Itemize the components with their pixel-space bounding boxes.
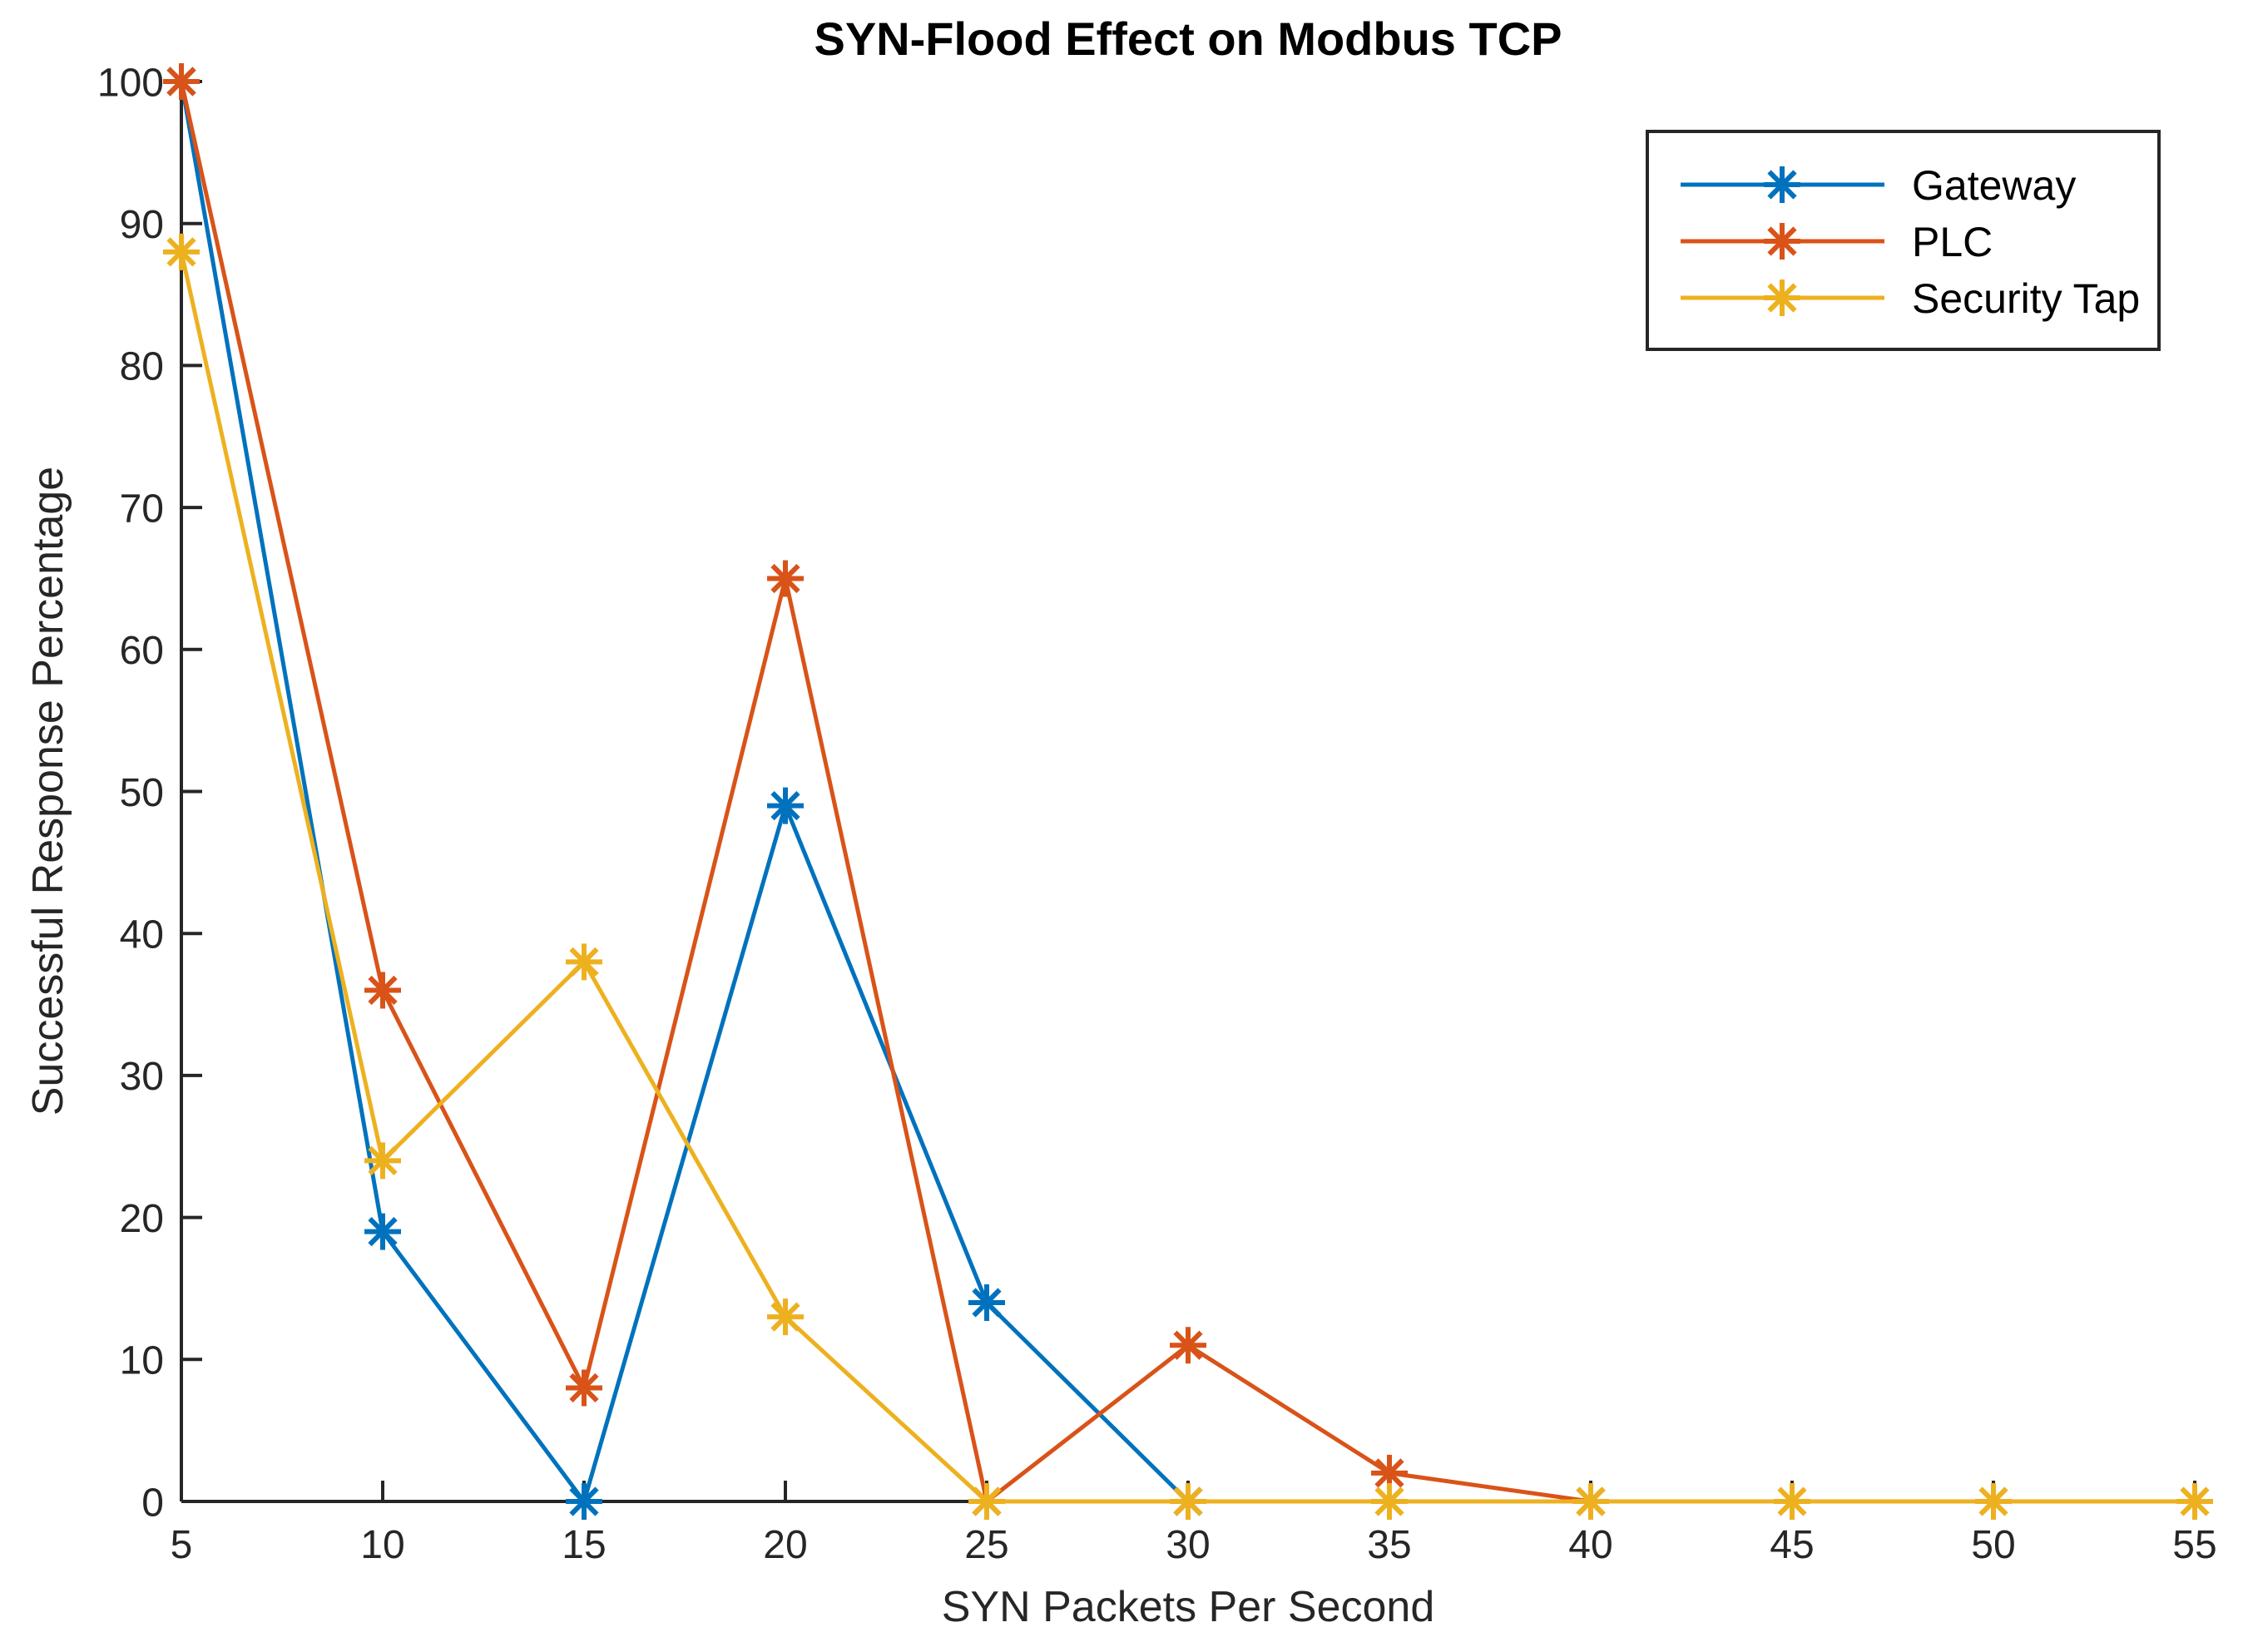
marker-security-tap-stroke — [770, 1302, 800, 1332]
marker-security-tap-stroke — [569, 947, 599, 977]
marker-plc — [767, 560, 804, 597]
marker-gateway — [566, 1483, 602, 1520]
legend-row-plc: PLC — [1681, 219, 1993, 265]
legend: Gateway PLC Security Tap — [1646, 130, 2161, 351]
legend-marker-security-tap-stroke — [1767, 283, 1797, 313]
marker-security-tap-stroke — [2180, 1486, 2210, 1516]
marker-plc — [1170, 1327, 1206, 1364]
marker-plc-stroke — [569, 1373, 599, 1403]
marker-plc — [364, 972, 401, 1009]
x-tick-label: 10 — [360, 1523, 404, 1567]
y-tick-label: 30 — [120, 1055, 164, 1099]
legend-marker-plc — [1764, 223, 1800, 260]
x-tick-label: 45 — [1770, 1523, 1814, 1567]
x-tick-label: 5 — [171, 1523, 193, 1567]
x-tick-label: 40 — [1568, 1523, 1612, 1567]
legend-marker-security-tap — [1764, 279, 1800, 316]
marker-plc-stroke — [166, 67, 196, 96]
legend-marker-gateway — [1764, 166, 1800, 203]
y-tick-label: 80 — [120, 345, 164, 389]
marker-plc — [566, 1369, 602, 1407]
marker-plc-stroke — [368, 975, 398, 1006]
x-tick-label: 55 — [2172, 1523, 2216, 1567]
x-tick-label: 50 — [1971, 1523, 2015, 1567]
x-tick-label: 35 — [1367, 1523, 1411, 1567]
marker-security-tap-stroke — [1374, 1486, 1404, 1516]
y-tick-label: 70 — [120, 487, 164, 531]
marker-gateway-stroke — [770, 790, 800, 821]
series-line-security-tap — [179, 251, 2195, 1504]
y-tick-label: 90 — [120, 203, 164, 247]
y-tick-label: 60 — [120, 629, 164, 673]
marker-security-tap-stroke — [1173, 1486, 1203, 1516]
marker-gateway-stroke — [972, 1288, 1002, 1318]
legend-marker-gateway-stroke — [1767, 170, 1797, 200]
marker-security-tap — [968, 1483, 1005, 1520]
y-axis-label: Successful Response Percentage — [24, 466, 72, 1116]
marker-plc — [163, 63, 200, 100]
marker-security-tap — [163, 233, 200, 270]
series-plc — [163, 63, 1609, 1520]
marker-security-tap — [1572, 1483, 1609, 1520]
legend-marker-plc-stroke — [1767, 226, 1797, 256]
y-tick-label: 40 — [120, 913, 164, 957]
marker-security-tap-stroke — [1978, 1486, 2008, 1516]
y-tick-label: 0 — [141, 1481, 164, 1525]
marker-security-tap — [1774, 1483, 1810, 1520]
marker-gateway-stroke — [368, 1217, 398, 1247]
marker-security-tap — [364, 1142, 401, 1180]
series-security-tap — [163, 233, 2213, 1520]
legend-row-security-tap: Security Tap — [1681, 275, 2140, 322]
marker-security-tap — [2176, 1483, 2213, 1520]
series-gateway — [163, 63, 1206, 1520]
marker-security-tap-stroke — [166, 237, 196, 267]
legend-label: Security Tap — [1912, 275, 2140, 322]
marker-gateway-stroke — [569, 1486, 599, 1516]
y-tick-label: 10 — [120, 1339, 164, 1383]
marker-plc — [1371, 1454, 1408, 1491]
marker-gateway — [364, 1213, 401, 1250]
y-tick-label: 100 — [97, 61, 164, 105]
y-tick-label: 20 — [120, 1197, 164, 1241]
marker-plc-stroke — [770, 563, 800, 594]
marker-plc-stroke — [1374, 1458, 1404, 1488]
marker-gateway — [767, 787, 804, 824]
legend-label: PLC — [1912, 219, 1993, 265]
marker-security-tap-stroke — [1777, 1486, 1807, 1516]
legend-label: Gateway — [1912, 162, 2076, 209]
marker-security-tap-stroke — [368, 1145, 398, 1175]
x-tick-label: 20 — [763, 1523, 807, 1567]
marker-security-tap — [767, 1298, 804, 1336]
x-axis-label: SYN Packets Per Second — [941, 1583, 1435, 1631]
series-line-gateway — [179, 81, 1190, 1504]
marker-security-tap — [1170, 1483, 1206, 1520]
x-tick-label: 15 — [562, 1523, 606, 1567]
marker-gateway — [968, 1284, 1005, 1322]
legend-row-gateway: Gateway — [1681, 162, 2076, 209]
marker-security-tap-stroke — [972, 1486, 1002, 1516]
marker-security-tap — [566, 943, 602, 981]
marker-security-tap-stroke — [1576, 1486, 1606, 1516]
marker-security-tap — [1975, 1483, 2012, 1520]
series-line-plc — [179, 81, 1592, 1504]
marker-security-tap — [1371, 1483, 1408, 1520]
marker-plc-stroke — [1173, 1330, 1203, 1360]
x-tick-label: 25 — [964, 1523, 1008, 1567]
chart-title: SYN-Flood Effect on Modbus TCP — [814, 12, 1562, 65]
y-tick-label: 50 — [120, 771, 164, 815]
x-tick-label: 30 — [1166, 1523, 1210, 1567]
